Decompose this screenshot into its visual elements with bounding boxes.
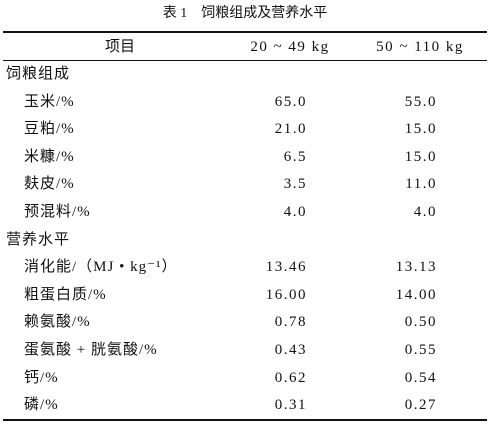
cell-value: 0.78: [274, 314, 307, 331]
cell-value: 14.00: [395, 286, 437, 303]
cell-value: 13.13: [395, 259, 437, 276]
cell-value: 0.54: [404, 369, 437, 386]
cell-value: 65.0: [274, 93, 307, 110]
bottom-rule: [3, 419, 487, 421]
row-label: 粗蛋白质/%: [24, 286, 107, 303]
row-label: 玉米/%: [24, 93, 75, 110]
row-label: 磷/%: [24, 397, 59, 414]
cell-value: 0.62: [274, 369, 307, 386]
cell-value: 4.0: [413, 204, 437, 220]
row-label: 米糠/%: [24, 148, 75, 165]
cell-value: 15.0: [404, 148, 437, 165]
header-cell: 20 ~ 49 kg: [250, 39, 330, 55]
cell-value: 0.50: [404, 314, 437, 331]
cell-value: 21.0: [274, 121, 307, 138]
top-rule: [3, 31, 487, 33]
cell-value: 4.0: [283, 204, 307, 220]
row-label: 预混料/%: [24, 204, 91, 220]
cell-value: 3.5: [283, 176, 307, 193]
cell-value: 55.0: [404, 93, 437, 110]
row-label: 豆粕/%: [24, 121, 75, 138]
row-label: 消化能/（MJ • kg⁻¹）: [24, 259, 178, 276]
header-cell: 项目: [104, 39, 135, 55]
cell-value: 0.43: [274, 342, 307, 358]
row-label: 麸皮/%: [24, 176, 75, 193]
header-cell: 50 ~ 110 kg: [376, 39, 464, 55]
cell-value: 0.31: [274, 397, 307, 414]
section-title: 饲粮组成: [6, 66, 71, 82]
row-label: 钙/%: [24, 369, 59, 386]
cell-value: 6.5: [283, 148, 307, 165]
cell-value: 16.00: [265, 286, 307, 303]
cell-value: 0.55: [404, 342, 437, 358]
row-label: 赖氨酸/%: [24, 314, 91, 331]
cell-value: 0.27: [404, 397, 437, 414]
table-caption: 表 1 饲粮组成及营养水平: [162, 6, 328, 21]
cell-value: 11.0: [405, 176, 437, 193]
header-rule: [3, 60, 487, 61]
cell-value: 13.46: [265, 259, 307, 276]
section-title: 营养水平: [6, 231, 71, 248]
cell-value: 15.0: [404, 121, 437, 138]
row-label: 蛋氨酸 + 胱氨酸/%: [24, 342, 158, 358]
